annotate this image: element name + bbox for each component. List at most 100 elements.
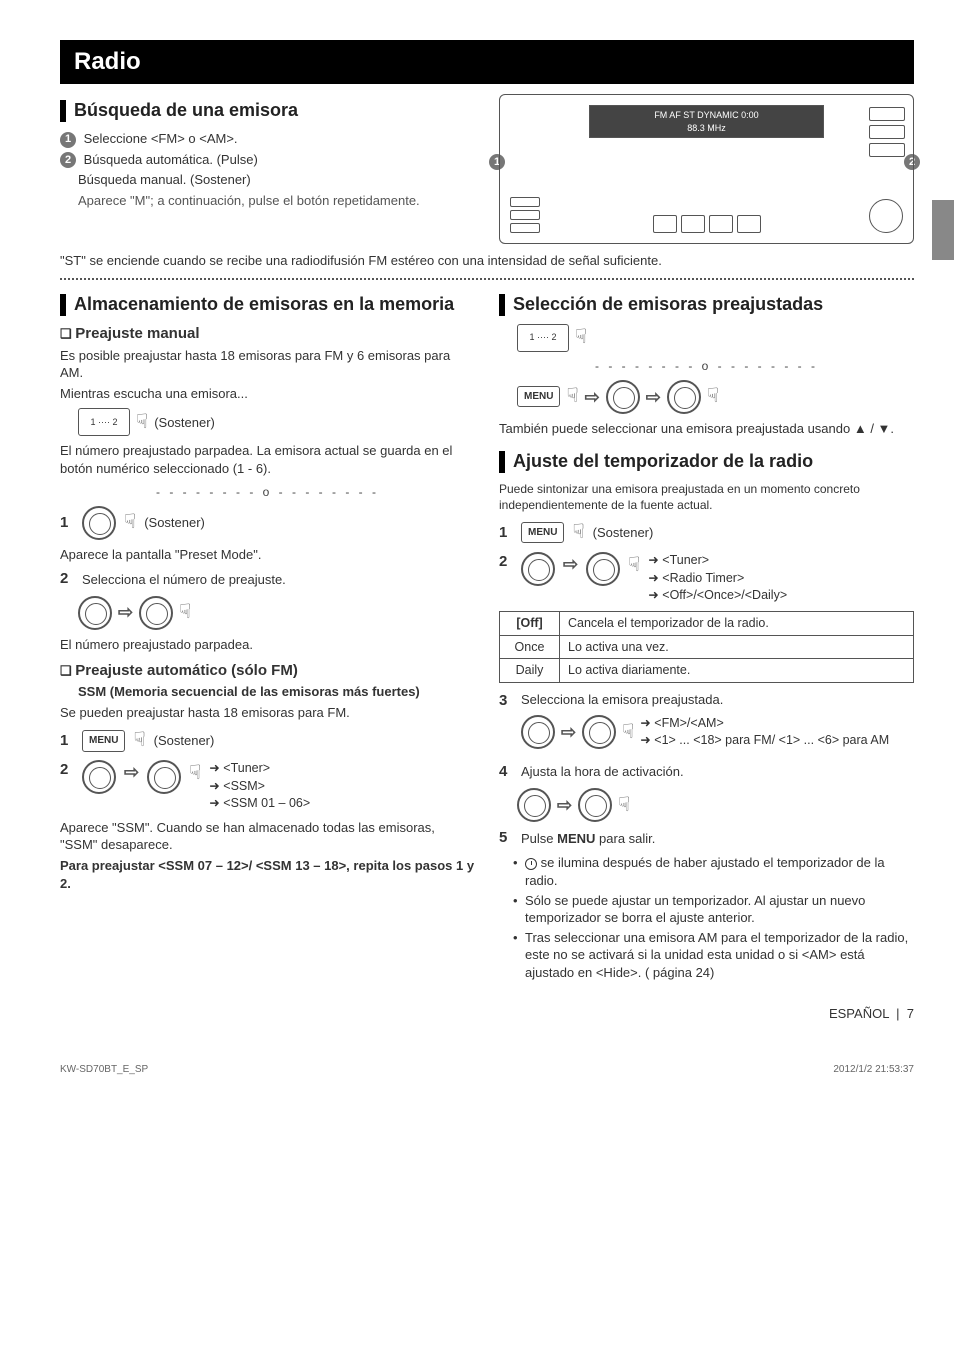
number-button-icon: 1 ···· 2 xyxy=(517,324,569,352)
opt-off-val: Cancela el temporizador de la radio. xyxy=(560,611,914,635)
knob-icon xyxy=(139,596,173,630)
radio-display: FM AF ST DYNAMIC 0:00 88.3 MHz xyxy=(589,105,825,137)
preset-mode-text: Aparece la pantalla "Preset Mode". xyxy=(60,546,475,564)
menu-button-icon: MENU xyxy=(521,522,564,544)
hand-icon: ☟ xyxy=(124,509,136,536)
knob-icon xyxy=(521,552,555,586)
timer-path: ➜<Tuner> ➜<Radio Timer> ➜<Off>/<Once>/<D… xyxy=(648,552,787,605)
timer-note-3: Tras seleccionar una emisora AM para el … xyxy=(513,929,914,982)
knob-icon xyxy=(147,760,181,794)
display-top-line: FM AF ST DYNAMIC 0:00 xyxy=(596,109,818,121)
ssm-result: Aparece "SSM". Cuando se han almacenado … xyxy=(60,819,475,854)
select-also: También puede seleccionar una emisora pr… xyxy=(499,420,914,438)
search-step2c: Aparece "M"; a continuación, pulse el bo… xyxy=(78,192,475,210)
or-divider: - - - - - - - - o - - - - - - - - xyxy=(60,484,475,500)
hand-icon: ☟ xyxy=(572,519,584,546)
ssm-subtitle: SSM (Memoria secuencial de las emisoras … xyxy=(78,683,475,701)
timer-intro: Puede sintonizar una emisora preajustada… xyxy=(499,481,914,513)
step-1-label: 1 xyxy=(60,731,74,751)
knob-icon xyxy=(578,788,612,822)
st-note: "ST" se enciende cuando se recibe una ra… xyxy=(60,252,914,270)
hold-label: (Sostener) xyxy=(154,732,215,750)
opt-daily-key: Daily xyxy=(500,659,560,683)
timer-note-2: Sólo se puede ajustar un temporizador. A… xyxy=(513,892,914,927)
opt-daily-val: Lo activa diariamente. xyxy=(560,659,914,683)
timer-step2: 2 ⇨ ☟ ➜<Tuner> ➜<Radio Timer> ➜<Off>/<On… xyxy=(499,552,914,605)
step3-path: ➜<FM>/<AM> ➜<1> ... <18> para FM/ <1> ..… xyxy=(640,715,889,750)
section-store-title: Almacenamiento de emisoras en la memoria xyxy=(60,294,475,316)
step-1-label: 1 xyxy=(499,523,513,543)
opt-off-key: [Off] xyxy=(500,611,560,635)
radio-left-slots xyxy=(510,197,540,233)
timer-step3: 3 Selecciona la emisora preajustada. ⇨ ☟… xyxy=(499,691,914,756)
hand-icon: ☟ xyxy=(179,599,191,626)
timer-note-1: se ilumina después de haber ajustado el … xyxy=(513,854,914,889)
page-title: Radio xyxy=(74,48,141,75)
radio-right-buttons xyxy=(869,107,905,157)
step-2-label: 2 xyxy=(499,552,513,572)
numbtn-hold-diagram: 1 ···· 2 ☟ (Sostener) xyxy=(78,408,475,436)
step-2-label: 2 xyxy=(60,760,74,780)
select-menu-knob-diagram: MENU ☟ ⇨ ⇨ ☟ xyxy=(517,380,914,414)
hand-icon: ☟ xyxy=(189,760,201,787)
hand-icon: ☟ xyxy=(618,792,630,819)
knob-press-diagram: ⇨ ☟ xyxy=(78,596,475,630)
hand-icon: ☟ xyxy=(628,552,640,579)
timer-step5: 5 Pulse MENU para salir. xyxy=(499,828,914,848)
footer-right: 2012/1/2 21:53:37 xyxy=(833,1063,914,1077)
footer-left: KW-SD70BT_E_SP xyxy=(60,1063,148,1077)
timer-notes: se ilumina después de haber ajustado el … xyxy=(499,854,914,981)
manual-alt-step2: 2 Selecciona el número de preajuste. xyxy=(60,569,475,589)
opt-once-val: Lo activa una vez. xyxy=(560,635,914,659)
opt-once-key: Once xyxy=(500,635,560,659)
hold-label: (Sostener) xyxy=(593,524,654,542)
step-1-label: 1 xyxy=(60,513,74,533)
menu-button-icon: MENU xyxy=(517,386,560,408)
timer-options-table: [Off] Cancela el temporizador de la radi… xyxy=(499,611,914,684)
knob-icon xyxy=(582,715,616,749)
knob-icon xyxy=(521,715,555,749)
arrow-right-icon: ⇨ xyxy=(557,793,572,817)
arrow-right-icon: ⇨ xyxy=(646,385,661,409)
step2-result: El número preajustado parpadea. xyxy=(60,636,475,654)
page-title-bar: Radio xyxy=(60,40,914,84)
number-button-icon: 1 ···· 2 xyxy=(78,408,130,436)
knob-icon xyxy=(667,380,701,414)
step-5-label: 5 xyxy=(499,828,513,848)
search-step2a: 2 Búsqueda automática. (Pulse) xyxy=(60,151,475,169)
ssm-step1: 1 MENU ☟ (Sostener) xyxy=(60,727,475,754)
search-step1: 1 Seleccione <FM> o <AM>. xyxy=(60,130,475,148)
menu-button-icon: MENU xyxy=(82,730,125,752)
badge-2-icon: 2 xyxy=(60,152,76,168)
step4-text: Ajusta la hora de activación. xyxy=(521,763,684,781)
display-freq: 88.3 MHz xyxy=(596,122,818,134)
timer-step1: 1 MENU ☟ (Sostener) xyxy=(499,519,914,546)
search-step2b: Búsqueda manual. (Sostener) xyxy=(78,171,475,189)
arrow-right-icon: ⇨ xyxy=(561,720,576,744)
ssm-step2: 2 ⇨ ☟ ➜<Tuner> ➜<SSM> ➜<SSM 01 – 06> xyxy=(60,760,475,813)
radio-face-diagram: FM AF ST DYNAMIC 0:00 88.3 MHz xyxy=(499,94,914,244)
section-timer-title: Ajuste del temporizador de la radio xyxy=(499,451,914,473)
knob-icon xyxy=(606,380,640,414)
hand-icon: ☟ xyxy=(575,324,587,351)
arrow-right-icon: ⇨ xyxy=(124,760,139,784)
select-numbtn-diagram: 1 ···· 2 ☟ xyxy=(517,324,914,352)
section-select-title: Selección de emisoras preajustadas xyxy=(499,294,914,316)
knob-icon xyxy=(586,552,620,586)
manual-while: Mientras escucha una emisora... xyxy=(60,385,475,403)
hand-icon: ☟ xyxy=(622,719,634,746)
hand-icon: ☟ xyxy=(133,727,145,754)
step5-text: Pulse MENU para salir. xyxy=(521,830,655,848)
arrow-right-icon: ⇨ xyxy=(585,385,600,409)
knob-icon xyxy=(78,596,112,630)
knob-icon xyxy=(82,506,116,540)
manual-preset-title: Preajuste manual xyxy=(60,324,475,344)
knob-icon xyxy=(517,788,551,822)
ssm-path: ➜<Tuner> ➜<SSM> ➜<SSM 01 – 06> xyxy=(209,760,310,813)
hold-label: (Sostener) xyxy=(154,414,215,432)
hold-label: (Sostener) xyxy=(144,514,205,532)
badge-1-icon: 1 xyxy=(60,132,76,148)
step-3-label: 3 xyxy=(499,691,513,711)
clock-icon xyxy=(525,858,537,870)
ssm-more: Para preajustar <SSM 07 – 12>/ <SSM 13 –… xyxy=(60,857,475,892)
